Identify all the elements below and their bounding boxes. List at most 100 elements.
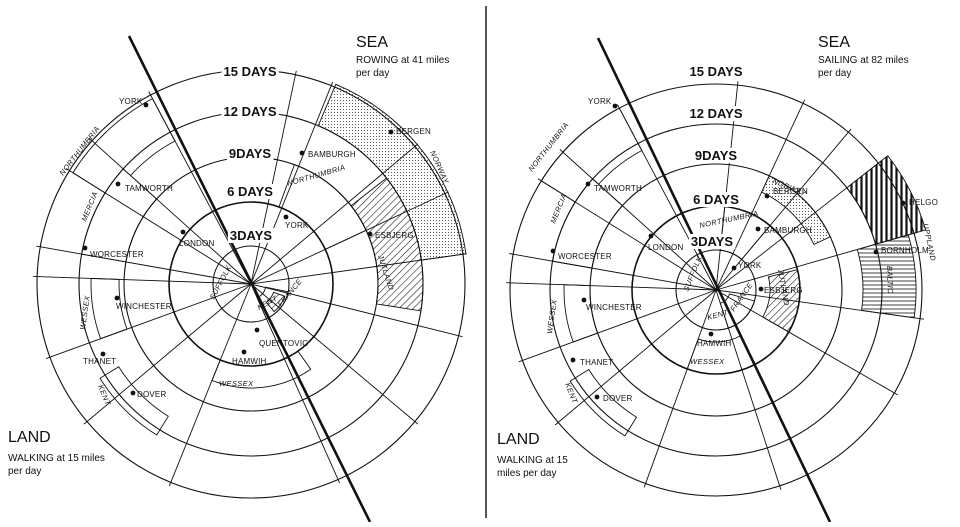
region-wessex-sea: WESSEX: [219, 379, 254, 388]
direction-spoke: [250, 283, 341, 484]
place-helgo: HELGO: [909, 198, 938, 207]
label-mask: [691, 192, 742, 207]
land-line1: WALKING at 15: [497, 455, 568, 466]
place-worcester: WORCESTER: [558, 252, 612, 261]
direction-spoke: [33, 275, 252, 285]
land-line1: WALKING at 15 miles: [8, 453, 105, 464]
sea-title: SEA: [818, 34, 850, 51]
place-york-sea: YORK: [738, 261, 762, 270]
sea-title: SEA: [356, 34, 388, 51]
place-dover: DOVER: [137, 390, 166, 399]
direction-spoke: [537, 178, 717, 291]
ring-label-15days: 15 DAYS: [690, 64, 743, 79]
ring-label-12days: 12 DAYS: [690, 106, 743, 121]
land-line2: miles per day: [497, 468, 556, 479]
place-thanet: THANET: [580, 358, 613, 367]
ring-label-6days: 6 DAYS: [693, 192, 739, 207]
direction-spoke: [250, 191, 449, 285]
kent-land-sector: [99, 366, 169, 436]
place-tamworth: TAMWORTH: [594, 184, 642, 193]
label-mask: [687, 106, 745, 121]
direction-spoke: [715, 289, 925, 320]
direction-spoke: [715, 289, 899, 396]
region-uppland: UPPLAND: [921, 223, 938, 262]
ring-3days: [212, 245, 290, 323]
direction-spoke: [509, 253, 717, 291]
label-mask: [221, 64, 279, 79]
land-sea-axis: [127, 35, 372, 523]
sea-line2: per day: [356, 68, 389, 79]
place-bergen: BERGEN: [773, 187, 808, 196]
direction-spoke: [715, 231, 919, 291]
direction-spoke: [65, 168, 252, 285]
ring-label-3days: 3DAYS: [691, 234, 733, 249]
place-winchester: WINCHESTER: [586, 303, 642, 312]
direction-spoke: [643, 289, 717, 488]
place-london: LONDON: [648, 243, 683, 252]
ring-label-9days: 9DAYS: [229, 146, 271, 161]
ring-15days: [509, 83, 923, 497]
sea-line1: ROWING at 41 miles: [356, 55, 449, 66]
direction-spoke: [250, 81, 334, 285]
ring-12days: [549, 123, 883, 457]
direction-spoke: [88, 137, 252, 285]
place-london: LONDON: [179, 239, 214, 248]
ring-label-15days: 15 DAYS: [224, 64, 277, 79]
direction-spoke: [559, 149, 717, 291]
land-title: LAND: [8, 429, 51, 446]
place-thanet: THANET: [83, 357, 116, 366]
direction-spoke: [617, 104, 717, 291]
place-bamburgh: BAMBURGH: [764, 226, 812, 235]
place-york: YORK: [119, 97, 143, 106]
direction-spoke: [506, 282, 717, 291]
ring-9days: [589, 163, 843, 417]
region-wessex: WESSEX: [545, 298, 559, 334]
panel-sailing: 15 DAYS 12 DAYS 9DAYS 6 DAYS 3DAYS YORK …: [497, 34, 938, 523]
sea-line1: SAILING at 82 miles: [818, 55, 909, 66]
ring-6days: [168, 201, 334, 367]
direction-spoke: [148, 91, 252, 285]
label-mask: [225, 184, 276, 199]
land-title: LAND: [497, 431, 540, 448]
spokes-left: [33, 70, 467, 487]
direction-spoke: [83, 283, 252, 425]
place-york-sea: YORK: [285, 221, 309, 230]
place-esbjerg: ESBJERG: [764, 286, 803, 295]
rings-right: [509, 83, 923, 497]
place-bergen: BERGEN: [396, 127, 431, 136]
direction-spoke: [715, 99, 806, 291]
label-mask: [688, 234, 736, 249]
direction-spoke: [45, 283, 252, 360]
direction-spoke: [250, 283, 463, 338]
direction-spoke: [715, 128, 852, 291]
place-winchester: WINCHESTER: [116, 302, 172, 311]
direction-spoke: [250, 143, 419, 285]
place-esbjerg: ESBJERG: [375, 231, 414, 240]
place-york: YORK: [588, 97, 612, 106]
direction-spoke: [554, 289, 717, 426]
ring-label-9days: 9DAYS: [695, 148, 737, 163]
ring-label-12days: 12 DAYS: [224, 104, 277, 119]
region-baltic: BALTIC: [885, 266, 895, 295]
place-bornholm: BORNHOLM: [881, 246, 929, 255]
ring-3days: [675, 249, 757, 331]
label-mask: [221, 104, 279, 119]
direction-spoke: [715, 160, 882, 291]
label-mask: [227, 228, 275, 243]
place-bamburgh: BAMBURGH: [308, 150, 356, 159]
place-quentovic: QUENTOVIC: [259, 339, 308, 348]
label-mask: [687, 64, 745, 79]
region-wessex-sea: WESSEX: [690, 357, 725, 366]
place-hamwih: HAMWIH: [697, 339, 732, 348]
land-sea-axis: [596, 37, 832, 523]
place-worcester: WORCESTER: [90, 250, 144, 259]
direction-spoke: [518, 289, 717, 363]
direction-spoke: [715, 289, 782, 490]
place-dover: DOVER: [603, 394, 632, 403]
france-hatch-sector: [265, 291, 286, 313]
direction-spoke: [36, 245, 252, 285]
ring-label-3days: 3DAYS: [230, 228, 272, 243]
label-mask: [692, 148, 740, 163]
